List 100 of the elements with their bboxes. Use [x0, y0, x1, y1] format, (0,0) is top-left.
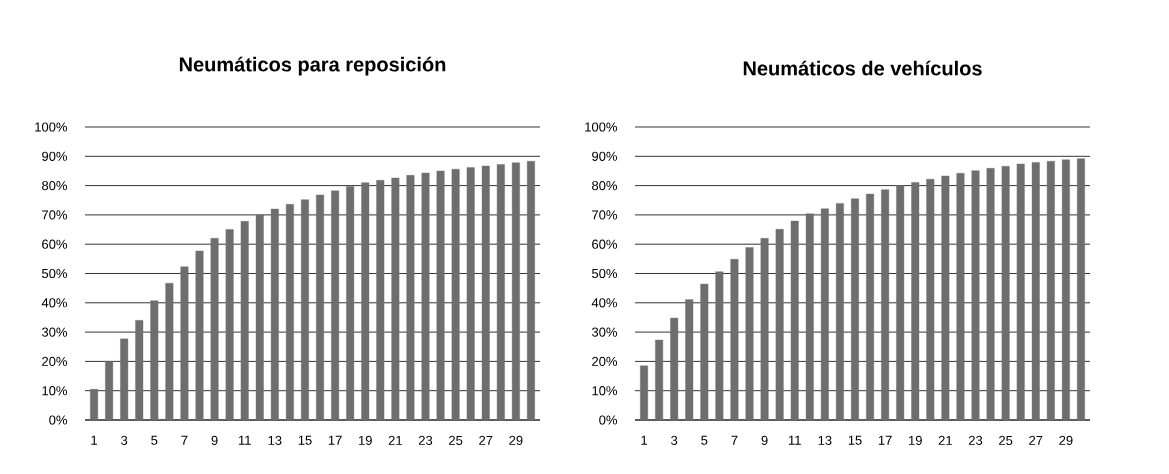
x-tick-label: 11 [788, 435, 801, 445]
bar [835, 203, 844, 421]
x-tick-label: 19 [909, 435, 922, 445]
y-tick-label: 50% [41, 268, 68, 279]
bar [255, 214, 264, 421]
bar [421, 172, 430, 421]
x-tick-label: 25 [449, 435, 463, 445]
y-tick-label: 90% [592, 151, 618, 161]
bar [496, 164, 505, 421]
bar [715, 271, 724, 421]
x-tick-label: 7 [181, 435, 188, 445]
x-tick-label: 1 [641, 435, 648, 445]
y-tick-label: 50% [591, 268, 618, 279]
x-tick-label: 3 [121, 435, 128, 445]
bar [745, 247, 754, 421]
bar [775, 229, 784, 421]
bar [956, 173, 965, 421]
bar [730, 258, 739, 421]
y-tick-label: 70% [592, 210, 618, 220]
bar [481, 165, 490, 421]
x-tick-label: 3 [671, 435, 678, 445]
bar [301, 199, 309, 421]
bar [285, 204, 294, 421]
x-tick-label: 7 [731, 435, 738, 445]
bar [270, 208, 279, 421]
y-tick-label: 30% [41, 327, 68, 337]
bar [527, 161, 535, 421]
bar [760, 238, 769, 421]
y-tick-label: 40% [41, 298, 68, 308]
y-tick-label: 0% [599, 415, 618, 425]
x-tick-label: 25 [999, 435, 1013, 445]
x-tick-label: 9 [761, 435, 768, 445]
bar [511, 162, 520, 421]
chart-title: Neumáticos para reposición [179, 56, 446, 76]
y-tick-label: 10% [42, 386, 68, 396]
bar [820, 208, 829, 421]
x-tick-label: 19 [358, 435, 372, 445]
bar [135, 320, 144, 421]
y-tick-label: 100% [35, 122, 68, 132]
x-tick-label: 1 [91, 435, 98, 445]
chart-title: Neumáticos de vehículos [743, 60, 982, 76]
bar [926, 178, 935, 421]
bar [105, 361, 114, 421]
bar [1001, 166, 1010, 421]
bar [210, 238, 219, 421]
y-tick-label: 70% [42, 210, 68, 220]
bar [685, 299, 694, 421]
y-tick-label: 20% [592, 356, 618, 366]
bar [700, 283, 709, 421]
x-tick-label: 29 [509, 435, 523, 445]
bar [986, 168, 995, 421]
bar [640, 365, 648, 421]
bar [150, 300, 159, 421]
bar [376, 180, 385, 421]
y-tick-label: 90% [42, 151, 68, 161]
x-tick-label: 15 [298, 435, 312, 445]
bar [165, 282, 174, 421]
bar [941, 175, 950, 421]
y-tick-label: 80% [592, 180, 618, 191]
bar [391, 177, 400, 421]
x-tick-label: 17 [878, 435, 892, 445]
x-tick-label: 21 [388, 435, 402, 445]
y-tick-label: 20% [42, 356, 68, 366]
bar [670, 317, 679, 421]
bar [1046, 161, 1055, 421]
bar [361, 182, 370, 421]
x-tick-label: 27 [479, 435, 493, 445]
x-tick-label: 23 [968, 435, 983, 445]
bar [805, 213, 814, 421]
y-tick-label: 40% [591, 298, 618, 308]
bar [655, 339, 664, 421]
x-tick-label: 27 [1029, 435, 1043, 445]
bar [790, 220, 799, 421]
y-tick-label: 30% [591, 327, 618, 337]
x-tick-label: 21 [938, 435, 952, 445]
bar [90, 389, 98, 421]
x-tick-label: 15 [848, 435, 862, 445]
y-tick-label: 60% [592, 239, 618, 249]
bar [1061, 159, 1070, 421]
bar [911, 182, 920, 421]
bar [240, 221, 249, 421]
x-tick-label: 9 [211, 435, 218, 445]
x-tick-label: 29 [1059, 435, 1073, 445]
x-tick-label: 11 [238, 435, 251, 445]
bar [1077, 158, 1085, 421]
y-tick-label: 10% [592, 386, 618, 396]
bar [331, 190, 340, 421]
bar [971, 170, 980, 421]
bar [466, 167, 475, 421]
y-tick-label: 0% [49, 415, 68, 425]
bar [316, 194, 324, 421]
bar [881, 189, 890, 421]
bar [1031, 162, 1040, 421]
bar [180, 266, 189, 421]
bar [195, 250, 204, 421]
bar [436, 170, 445, 421]
y-tick-label: 60% [42, 239, 68, 249]
x-tick-label: 13 [818, 435, 832, 445]
x-tick-label: 5 [151, 435, 158, 445]
y-tick-label: 80% [42, 180, 68, 191]
